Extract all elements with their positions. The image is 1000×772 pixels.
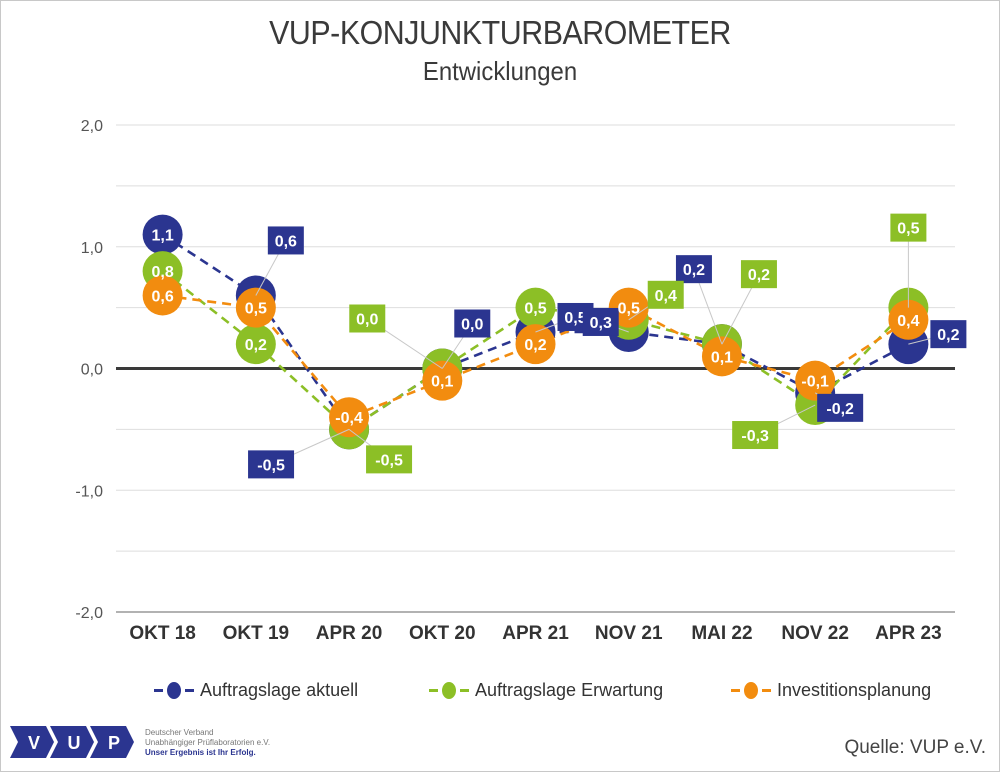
legend-marker-icon [442,682,456,699]
data-label: 0,5 [897,221,919,238]
legend-line-icon [460,689,469,692]
data-label: 0,2 [937,327,959,344]
data-point [515,324,556,365]
data-label: 0,5 [564,310,586,327]
data-label: 0,6 [151,288,173,305]
data-label: 0,0 [461,317,483,334]
y-tick-label: 1,0 [81,240,103,257]
chart-title: VUP-KONJUNKTURBAROMETER [269,14,731,51]
logo-text: Deutscher Verband Unabhängiger Prüflabor… [145,728,270,758]
data-label-box [732,421,779,450]
data-label: 0,0 [356,312,378,329]
y-tick-label: -1,0 [75,483,103,500]
legend-marker-icon [167,682,181,699]
x-tick-label: OKT 18 [129,623,196,644]
data-point [795,360,836,401]
data-label: -0,5 [257,457,285,474]
legend-label: Auftragslage aktuell [200,680,359,700]
data-point [235,287,276,328]
legend-item-investitionsplanung[interactable]: Investitionsplanung [727,680,931,701]
x-tick-label: MAI 22 [691,623,752,644]
logo-letter-u: U [68,733,81,753]
data-label-box [930,320,967,349]
data-label: 1,1 [151,228,173,245]
source-note: Quelle: VUP e.V. [844,737,986,758]
data-label: 0,8 [151,264,173,281]
x-tick-label: APR 23 [875,623,942,644]
data-label-box [267,226,304,255]
logo-chevron-v [10,726,54,758]
vup-logo: V U P [10,726,134,758]
data-label: 0,3 [590,315,612,332]
logo-line-2: Unabhängiger Prüflaboratorien e.V. [145,738,271,747]
data-labels: 1,1 0,6-0,50,0 0,5 0,30,2-0,20,20,80,2-0,50… [151,213,967,479]
logo-letter-v: V [28,733,40,753]
data-label-box [582,307,619,336]
data-point [888,299,929,340]
data-label: -0,4 [335,410,363,427]
logo-chevron-u [50,726,94,758]
y-tick-label: 2,0 [81,118,103,135]
legend: Auftragslage aktuell Auftragslage Erwart… [0,680,1000,704]
data-point [422,360,463,401]
data-label-box [890,213,927,242]
logo-tagline: Unser Ergebnis ist Ihr Erfolg. [145,748,256,757]
data-label-box [349,304,386,333]
x-axis-ticks: OKT 18 OKT 19 APR 20 OKT 20 APR 21 NOV 21 MAI … [129,623,941,644]
legend-line-icon [154,689,163,692]
legend-line-icon [762,689,771,692]
data-label: 0,2 [683,262,705,279]
data-label: 0,6 [275,233,297,250]
data-label: -0,3 [741,428,769,445]
legend-label: Investitionsplanung [777,680,932,700]
legend-marker-icon [744,682,758,699]
x-tick-label: APR 21 [502,623,569,644]
x-tick-label: NOV 21 [595,623,663,644]
data-point [701,336,742,377]
x-tick-label: OKT 19 [223,623,290,644]
data-label: -0,2 [826,401,854,418]
data-label: 0,2 [245,337,267,354]
data-label-box [675,255,712,284]
data-label: 0,1 [711,349,733,366]
legend-item-auftragslage-aktuell[interactable]: Auftragslage aktuell [150,680,358,701]
data-label: -0,5 [375,452,403,469]
legend-item-auftragslage-erwartung[interactable]: Auftragslage Erwartung [425,680,663,701]
logo-letter-p: P [108,733,120,753]
data-point [142,214,183,255]
data-label-box [647,280,684,309]
logo-line-1: Deutscher Verband [145,728,214,737]
data-label: 0,5 [524,301,546,318]
y-tick-label: 0,0 [81,362,103,379]
legend-line-icon [185,689,194,692]
data-label-box [817,393,864,422]
logo-chevron-p [90,726,134,758]
data-label: 0,5 [245,301,267,318]
data-label: 0,4 [897,313,919,330]
x-tick-label: OKT 20 [409,623,476,644]
x-tick-label: NOV 22 [781,623,849,644]
data-label: -0,1 [801,374,829,391]
data-label: 0,5 [618,301,640,318]
legend-line-icon [731,689,740,692]
legend-label: Auftragslage Erwartung [475,680,664,700]
data-label: 0,2 [748,267,770,284]
legend-line-icon [429,689,438,692]
data-label-box [740,260,777,289]
data-label: 0,2 [524,337,546,354]
data-point [142,275,183,316]
data-label: 0,1 [431,374,453,391]
x-tick-label: APR 20 [316,623,383,644]
y-tick-label: -2,0 [75,605,103,622]
data-label-box [454,309,491,338]
data-point [329,397,370,438]
chart-subtitle: Entwicklungen [422,56,578,86]
data-label: 0,4 [655,288,677,305]
data-label-box [248,450,295,479]
data-label-box [366,445,413,474]
data-point [515,287,556,328]
data-point [235,324,276,365]
y-axis-ticks: 2,0 1,0 0,0 -1,0 -2,0 [75,118,103,622]
